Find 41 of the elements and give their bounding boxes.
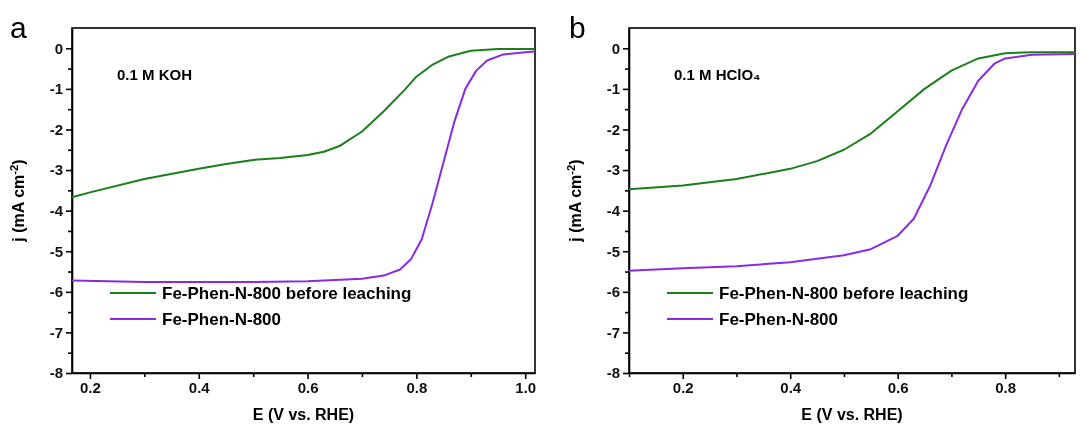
x-tick-label: 0.6 xyxy=(297,378,319,396)
y-tick-label: -3 xyxy=(49,161,63,179)
x-tick-label: 1.0 xyxy=(515,378,537,396)
line-series xyxy=(628,51,1076,191)
text: a xyxy=(10,11,27,44)
legend-label: Fe-Phen-N-800 xyxy=(162,310,282,329)
annotation: 0.1 M KOH xyxy=(117,66,193,83)
y-tick-label: -5 xyxy=(49,242,63,260)
x-tick-label: 0.4 xyxy=(188,378,211,396)
x-axis-title: E (V vs. RHE) xyxy=(801,406,903,423)
y-tick-label: -4 xyxy=(606,201,621,219)
line-series xyxy=(628,52,1076,272)
line-series xyxy=(71,50,536,284)
y-tick-label: 0 xyxy=(54,39,63,57)
legend-label: Fe-Phen-N-800 before leaching xyxy=(162,284,412,303)
y-tick-label: -6 xyxy=(49,283,63,301)
y-tick-label: -7 xyxy=(606,323,620,341)
x-tick-label: 0.4 xyxy=(780,378,802,396)
y-tick-label: 0 xyxy=(611,39,620,57)
y-tick-label: -7 xyxy=(49,323,63,341)
y-tick-label: -3 xyxy=(606,161,620,179)
line-series xyxy=(71,48,536,199)
y-tick-label: -2 xyxy=(49,120,63,138)
y-tick-label: -8 xyxy=(606,364,620,382)
legend-label: Fe-Phen-N-800 xyxy=(719,310,839,329)
x-tick-label: 0.6 xyxy=(887,378,909,396)
y-tick-label: -4 xyxy=(49,201,64,219)
y-tick-label: -5 xyxy=(606,242,620,260)
text: b xyxy=(569,11,586,44)
x-tick-label: 0.8 xyxy=(995,378,1017,396)
x-tick-label: 0.8 xyxy=(406,378,428,396)
y-tick-label: -8 xyxy=(49,364,63,382)
legend-label: Fe-Phen-N-800 before leaching xyxy=(719,284,969,303)
x-axis-title: E (V vs. RHE) xyxy=(252,406,355,423)
y-tick-label: -1 xyxy=(49,80,63,98)
y-tick-label: -2 xyxy=(606,120,620,138)
x-tick-label: 0.2 xyxy=(80,378,101,396)
y-tick-label: -1 xyxy=(606,80,620,98)
x-tick-label: 0.2 xyxy=(672,378,694,396)
y-tick-label: -6 xyxy=(606,283,620,301)
annotation: 0.1 M HClO₄ xyxy=(674,66,761,83)
